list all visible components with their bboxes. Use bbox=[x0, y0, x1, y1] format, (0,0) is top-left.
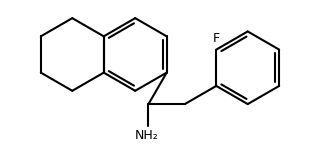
Text: NH₂: NH₂ bbox=[135, 129, 159, 142]
Text: F: F bbox=[213, 32, 220, 45]
